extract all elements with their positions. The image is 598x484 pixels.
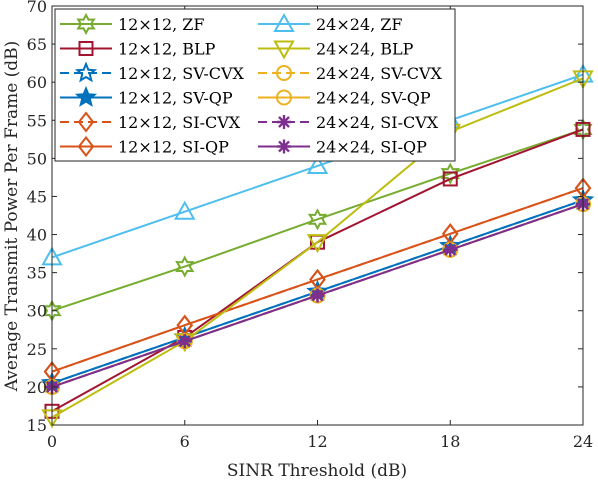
legend-marker [74,61,98,83]
legend-label: 24×24, SI-QP [316,138,427,157]
series-line [51,187,584,373]
y-tick-label: 30 [27,302,47,321]
legend-label: 12×12, SI-CVX [118,113,241,132]
legend-entry: 12×12, SV-QP [60,85,233,108]
legend-label: 12×12, ZF [118,15,205,34]
y-tick-label: 60 [27,73,47,92]
y-tick-label: 25 [27,340,47,359]
legend-label: 24×24, SV-QP [316,89,431,108]
data-point [177,334,192,349]
x-tick-label: 0 [47,432,57,451]
legend-entry: 12×12, SV-CVX [60,61,245,83]
data-point [174,200,196,220]
legend-label: 12×12, SV-QP [118,89,233,108]
legend-label: 12×12, SV-CVX [118,64,245,83]
legend-marker [276,89,292,106]
legend-entry: 12×12, SI-CVX [60,111,241,133]
series-layer [40,63,595,429]
legend-marker [76,12,96,36]
y-axis-label: Average Transmit Power Per Frame (dB) [2,41,22,393]
y-tick-label: 15 [27,416,47,435]
data-point [443,242,458,257]
legend-label: 24×24, BLP [316,40,414,59]
legend-marker [277,139,291,154]
data-point [442,171,458,187]
y-tick-label: 50 [27,149,47,168]
legend-entry: 12×12, SI-QP [60,135,229,158]
legend-entry: 24×24, SI-CVX [258,113,439,132]
y-tick-label: 35 [27,264,47,283]
legend-marker [273,40,295,60]
legend-marker [77,135,95,158]
legend-marker [273,12,295,32]
legend-entry: 24×24, BLP [258,40,414,60]
legend-label: 12×12, SI-QP [118,138,229,157]
series-line [51,73,584,259]
x-tick-label: 24 [573,432,593,451]
legend-marker [277,115,291,129]
data-point [307,208,328,231]
legend-entry: 24×24, SI-QP [258,138,427,157]
y-tick-label: 70 [27,0,47,16]
legend-marker [77,111,95,133]
legend-marker [78,41,94,56]
y-tick-label: 65 [27,35,47,54]
legend-entry: 12×12, BLP [60,40,216,59]
legend-entry: 12×12, ZF [60,12,205,36]
legend-label: 24×24, SV-CVX [316,64,443,83]
data-point [306,154,329,174]
data-point [440,162,460,185]
legend-entry: 24×24, ZF [258,12,403,34]
legend-entry: 24×24, SV-CVX [258,64,443,83]
legend-label: 24×24, ZF [316,15,403,34]
y-tick-label: 20 [27,378,47,397]
data-point [310,288,325,303]
y-tick-label: 45 [27,187,47,206]
y-tick-label: 55 [27,111,47,130]
legend: 12×12, ZF 12×12, BLP 12×12, SV-CVX 12×12, S… [54,8,456,162]
series-line [51,128,584,312]
y-tick-label: 40 [27,226,47,245]
legend-label: 12×12, BLP [118,40,216,59]
x-tick-label: 18 [440,432,460,451]
series-11 [45,197,590,394]
data-point [175,255,195,278]
legend-marker [276,65,292,81]
x-tick-label: 6 [180,432,190,451]
series-line [51,77,584,419]
x-tick-label: 12 [307,432,327,451]
data-point [306,234,329,254]
legend-marker [74,85,98,107]
legend-label: 24×24, SI-CVX [316,113,439,132]
legend-box [54,8,456,162]
legend-entry: 24×24, SV-QP [258,89,431,108]
x-axis-label: SINR Threshold (dB) [227,461,407,481]
